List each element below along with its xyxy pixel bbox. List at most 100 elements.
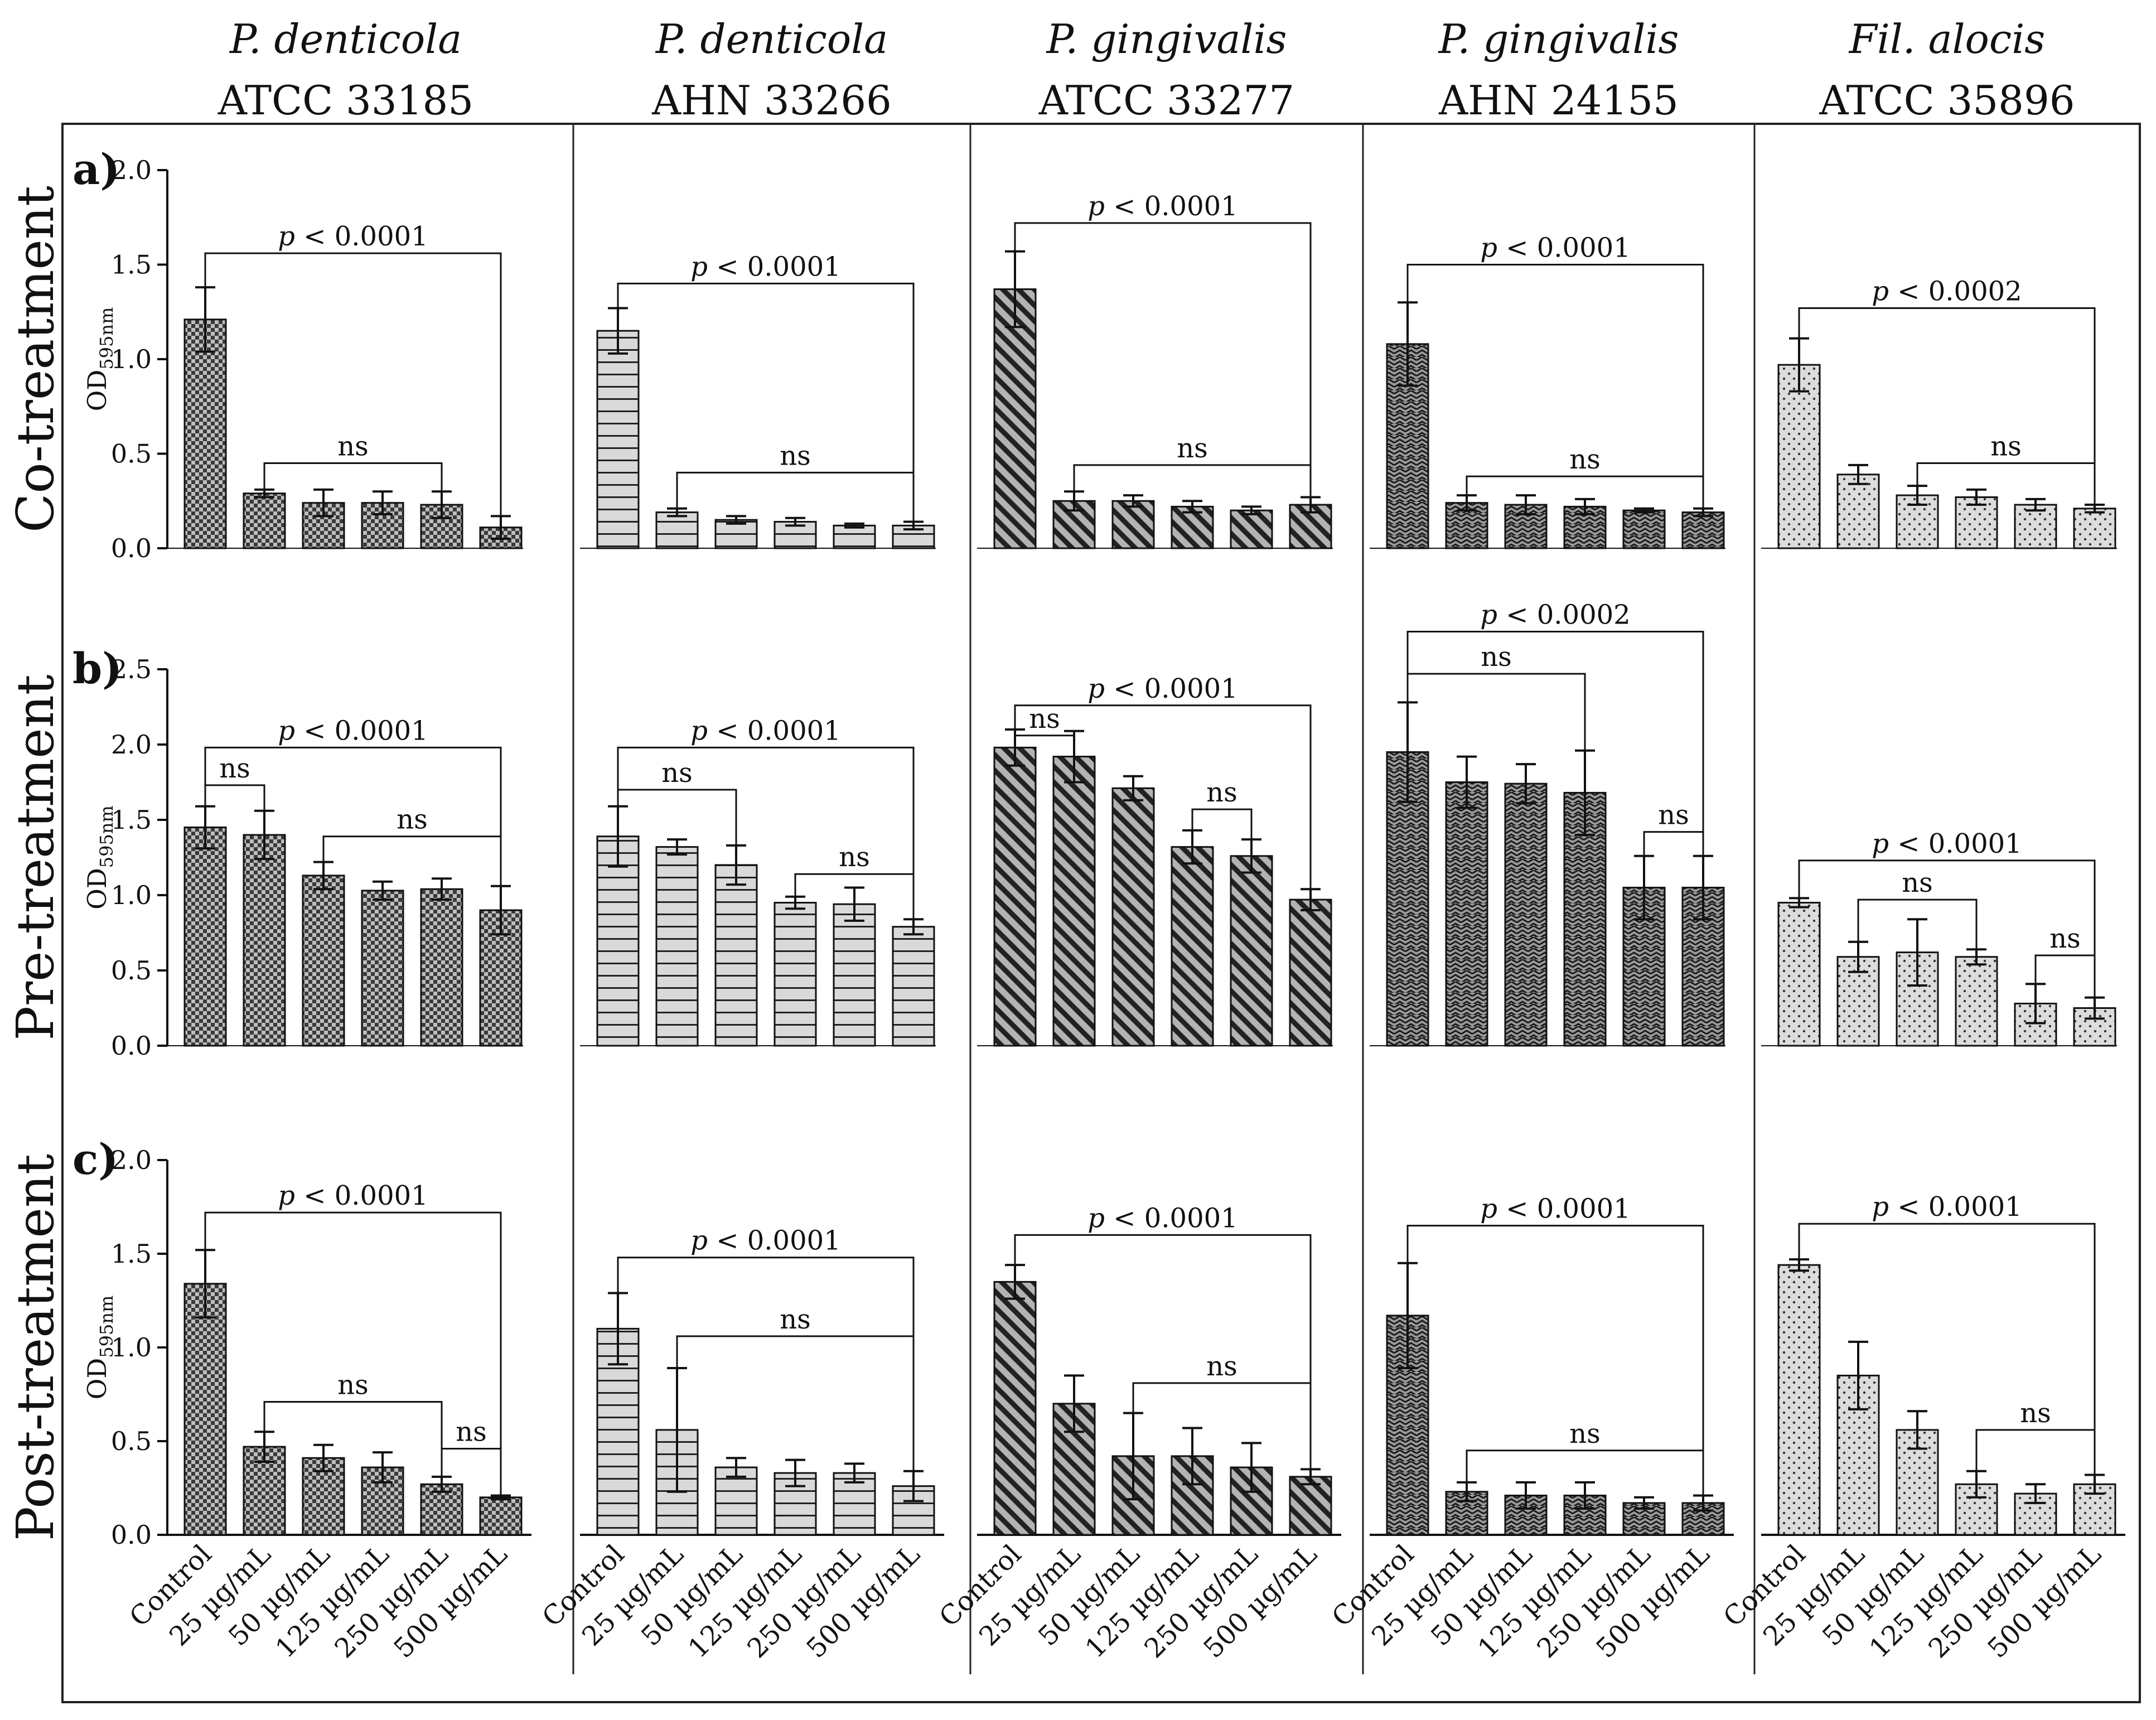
bar: [1289, 1476, 1332, 1536]
bar: [183, 318, 227, 549]
bracket-label: p < 0.0001: [1087, 673, 1237, 704]
bracket-label-p: p: [690, 251, 708, 282]
significance-bracket: ns: [2034, 923, 2096, 998]
bracket-line: [204, 1211, 502, 1496]
bracket-label: ns: [219, 753, 250, 784]
bracket-label: p < 0.0001: [1872, 1191, 2022, 1223]
bracket-label-value: < 0.0001: [1889, 828, 2022, 859]
bar: [1836, 474, 1880, 549]
bracket-label: p < 0.0001: [1087, 191, 1237, 222]
bracket-label: ns: [1902, 867, 1933, 898]
bracket-line: [1014, 222, 1312, 497]
bar: [1445, 781, 1488, 1047]
significance-bracket: p < 0.0001: [204, 1180, 502, 1496]
bracket-line: [1014, 704, 1312, 890]
error-bar: [1966, 488, 1986, 506]
bracket-line: [1073, 464, 1312, 497]
bar: [1955, 496, 1998, 549]
y-tick-label: 1.5: [111, 250, 152, 280]
bracket-line: [204, 746, 502, 886]
bar: [1111, 787, 1155, 1047]
error-bar: [1907, 918, 1927, 987]
column-headers: P. denticola ATCC 33185 P. denticola AHN 33…: [217, 16, 2075, 124]
bar: [1777, 1264, 1821, 1536]
bracket-line: [1406, 631, 1704, 856]
bracket-label-value: < 0.0001: [295, 221, 428, 252]
bar: [1504, 782, 1548, 1047]
significance-bracket: p < 0.0001: [204, 715, 502, 886]
bracket-line: [1857, 898, 1978, 950]
error-bar: [313, 488, 333, 518]
bar: [1230, 509, 1273, 549]
row-labels: Co-treatmenta)OD595nmPre-treatmentb)OD59…: [6, 144, 122, 1541]
bracket-line: [794, 873, 915, 920]
bracket-label: ns: [661, 757, 693, 789]
bracket-line: [1975, 1429, 2096, 1475]
bracket-label-p: p: [1872, 828, 1889, 859]
error-bar: [1575, 497, 1595, 515]
bar: [1622, 509, 1666, 549]
significance-bracket: ns: [1466, 444, 1704, 509]
significance-bracket: ns: [1643, 800, 1704, 856]
error-bar: [1516, 494, 1536, 515]
bar: [892, 926, 935, 1047]
bracket-line: [204, 784, 265, 811]
row-label: Post-treatment: [6, 1154, 65, 1541]
panel: p < 0.0001 ns: [977, 191, 1333, 549]
bracket-label-value: < 0.0002: [1889, 276, 2022, 307]
bracket-label: ns: [2049, 923, 2081, 954]
bar: [993, 288, 1037, 549]
bracket-label: ns: [1206, 777, 1237, 808]
error-bar: [373, 1451, 393, 1484]
bracket-label: ns: [780, 1304, 811, 1335]
bar: [714, 864, 758, 1047]
bracket-label: p < 0.0001: [1087, 1202, 1237, 1234]
error-bar: [1907, 1410, 1927, 1450]
column-header-species: P. gingivalis: [1046, 16, 1287, 62]
panel: p < 0.0001 ns: [1370, 233, 1725, 549]
bar: [183, 1283, 227, 1536]
significance-bracket: p < 0.0002: [1406, 600, 1704, 856]
bracket-label: ns: [1569, 1418, 1601, 1450]
bar: [993, 746, 1037, 1047]
bracket-line: [1798, 307, 2096, 505]
error-bar: [1241, 1442, 1261, 1493]
row-label: Co-treatment: [6, 186, 65, 533]
bracket-label-value: < 0.0002: [1497, 600, 1631, 631]
significance-bracket: p < 0.0001: [1014, 191, 1312, 497]
bracket-label: ns: [1990, 431, 2022, 462]
error-bar: [1516, 1481, 1536, 1510]
column-header-strain: ATCC 35896: [1819, 77, 2075, 124]
bracket-label-value: < 0.0001: [1889, 1191, 2022, 1223]
error-bar: [1064, 1374, 1084, 1433]
y-tick-label: 0.0: [111, 1031, 152, 1061]
y-tick-label: 1.5: [111, 1239, 152, 1269]
significance-bracket: ns: [676, 1304, 915, 1471]
bracket-line: [1191, 808, 1253, 840]
bracket-label: ns: [456, 1416, 487, 1447]
bracket-label: ns: [1658, 800, 1689, 831]
bar: [1052, 756, 1096, 1047]
significance-bracket: p < 0.0001: [1014, 673, 1312, 890]
bar: [833, 903, 876, 1047]
bracket-line: [263, 462, 443, 492]
y-axis-label-sub: 595nm: [96, 1296, 117, 1358]
bracket-line: [1798, 1223, 2096, 1475]
bar: [774, 902, 817, 1047]
bracket-label-p: p: [1480, 600, 1497, 631]
bracket-label: ns: [337, 1369, 369, 1400]
significance-bracket: ns: [322, 804, 502, 886]
bracket-line: [1798, 859, 2096, 998]
bracket-label: p < 0.0001: [278, 1180, 428, 1211]
bracket-line: [1466, 1450, 1704, 1496]
bar: [1289, 898, 1332, 1047]
bar: [655, 511, 699, 549]
bar: [1111, 500, 1155, 549]
error-bar: [785, 516, 805, 527]
bar: [1504, 1494, 1548, 1536]
bracket-line: [1643, 831, 1704, 856]
bracket-label-value: < 0.0001: [295, 715, 428, 746]
bracket-label: ns: [2020, 1398, 2051, 1429]
bracket-label: ns: [397, 804, 428, 835]
